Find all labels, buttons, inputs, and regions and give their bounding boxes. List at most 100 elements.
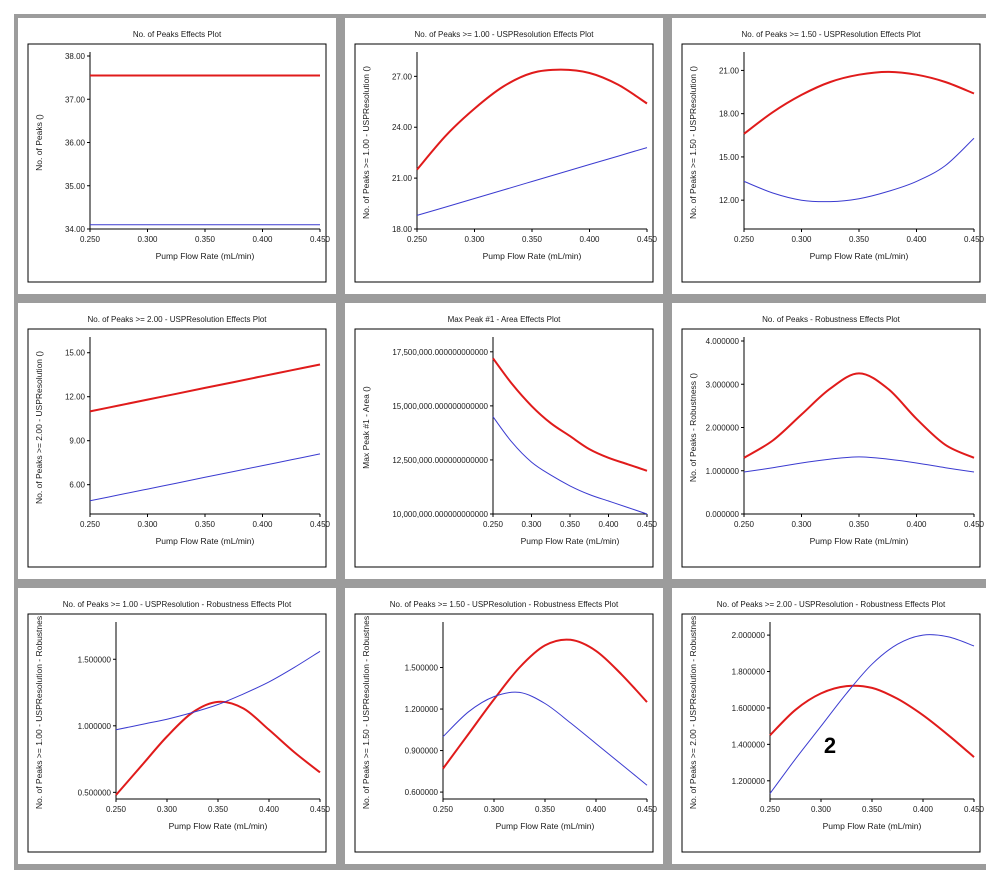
y-tick-label: 17,500,000.000000000000 [392, 348, 488, 357]
chart-panel-8: No. of Peaks >= 1.50 - USPResolution - R… [345, 588, 663, 864]
y-tick-label: 15.00 [719, 153, 740, 162]
y-axis-label: No. of Peaks - Robustness () [688, 373, 698, 482]
x-tick-label: 0.250 [80, 235, 101, 244]
plot-frame [681, 43, 981, 283]
y-tick-label: 4.000000 [706, 337, 740, 346]
chart-svg: Max Peak #1 - Area Effects Plot 0.250 0.30… [354, 315, 658, 568]
y-tick-label: 12,500,000.000000000000 [392, 456, 488, 465]
series-line-blue [115, 650, 321, 731]
y-tick-label: 0.500000 [78, 788, 112, 797]
chart-svg: No. of Peaks - Robustness Effects Plot 0.… [681, 315, 985, 568]
series-line-red [492, 357, 648, 472]
y-tick-label: 21.00 [392, 174, 413, 183]
y-tick-label: 1.600000 [732, 704, 766, 713]
x-axis-label: Pump Flow Rate (mL/min) [169, 821, 268, 831]
chart-panel-6: No. of Peaks - Robustness Effects Plot 0.… [672, 303, 990, 579]
x-tick-label: 0.400 [598, 520, 619, 529]
x-tick-label: 0.450 [964, 520, 985, 529]
series-line-blue [442, 691, 648, 786]
series-line-red [743, 372, 975, 459]
chart-title: No. of Peaks >= 2.00 - USPResolution - R… [717, 600, 946, 609]
x-axis-label: Pump Flow Rate (mL/min) [156, 251, 255, 261]
chart-panel-1: No. of Peaks Effects Plot 0.250 0.300 0.350… [18, 18, 336, 294]
x-axis-label: Pump Flow Rate (mL/min) [521, 536, 620, 546]
chart-svg: No. of Peaks >= 1.00 - USPResolution - R… [27, 600, 331, 853]
y-tick-label: 1.800000 [732, 668, 766, 677]
y-tick-label: 0.600000 [405, 788, 439, 797]
x-tick-label: 0.450 [964, 235, 985, 244]
x-tick-label: 0.250 [734, 235, 755, 244]
x-tick-label: 0.350 [208, 805, 229, 814]
y-axis-label: No. of Peaks >= 1.50 - USPResolution - R… [361, 616, 371, 809]
chart-panel-7: No. of Peaks >= 1.00 - USPResolution - R… [18, 588, 336, 864]
series-line-red [769, 684, 975, 758]
chart-title: No. of Peaks >= 2.00 - USPResolution Eff… [87, 315, 267, 324]
x-tick-label: 0.400 [913, 805, 934, 814]
y-tick-label: 27.00 [392, 72, 413, 81]
series-line-blue [743, 137, 975, 203]
x-tick-label: 0.450 [310, 520, 331, 529]
x-tick-label: 0.300 [157, 805, 178, 814]
y-axis-label: No. of Peaks >= 2.00 - USPResolution - R… [688, 616, 698, 809]
y-tick-label: 3.000000 [706, 380, 740, 389]
x-tick-label: 0.350 [195, 235, 216, 244]
plot-frame [681, 328, 981, 568]
y-tick-label: 1.200000 [732, 777, 766, 786]
y-tick-label: 1.000000 [706, 467, 740, 476]
y-tick-label: 1.000000 [78, 722, 112, 731]
y-tick-label: 1.200000 [405, 705, 439, 714]
plot-frame [681, 613, 981, 853]
x-tick-label: 0.350 [522, 235, 543, 244]
x-tick-label: 0.400 [252, 520, 273, 529]
chart-panel-9: No. of Peaks >= 2.00 - USPResolution - R… [672, 588, 990, 864]
x-tick-label: 0.350 [195, 520, 216, 529]
annotation-label: 2 [824, 733, 836, 758]
plot-frame [354, 328, 654, 568]
x-tick-label: 0.350 [560, 520, 581, 529]
x-tick-label: 0.400 [579, 235, 600, 244]
chart-svg: No. of Peaks >= 2.00 - USPResolution - R… [681, 600, 985, 853]
y-tick-label: 21.00 [719, 66, 740, 75]
chart-title: Max Peak #1 - Area Effects Plot [448, 315, 562, 324]
x-axis-label: Pump Flow Rate (mL/min) [496, 821, 595, 831]
x-tick-label: 0.350 [849, 235, 870, 244]
chart-svg: No. of Peaks >= 1.50 - USPResolution Eff… [681, 30, 985, 283]
x-tick-label: 0.350 [862, 805, 883, 814]
series-line-red [89, 363, 321, 413]
x-tick-label: 0.250 [407, 235, 428, 244]
chart-svg: No. of Peaks Effects Plot 0.250 0.300 0.350… [27, 30, 331, 283]
x-tick-label: 0.300 [791, 235, 812, 244]
x-tick-label: 0.250 [106, 805, 127, 814]
series-line-blue [89, 453, 321, 502]
y-tick-label: 36.00 [65, 139, 86, 148]
y-tick-label: 38.00 [65, 52, 86, 61]
x-tick-label: 0.350 [849, 520, 870, 529]
x-tick-label: 0.450 [310, 235, 331, 244]
y-axis-label: No. of Peaks >= 2.00 - USPResolution () [34, 351, 44, 504]
chart-panel-3: No. of Peaks >= 1.50 - USPResolution Eff… [672, 18, 990, 294]
chart-panel-4: No. of Peaks >= 2.00 - USPResolution Eff… [18, 303, 336, 579]
series-line-red [416, 68, 648, 171]
x-tick-label: 0.400 [259, 805, 280, 814]
series-line-red [442, 638, 648, 770]
x-axis-label: Pump Flow Rate (mL/min) [810, 536, 909, 546]
x-axis-label: Pump Flow Rate (mL/min) [483, 251, 582, 261]
chart-title: No. of Peaks Effects Plot [133, 30, 222, 39]
chart-svg: No. of Peaks >= 1.50 - USPResolution - R… [354, 600, 658, 853]
x-tick-label: 0.450 [637, 520, 658, 529]
x-tick-label: 0.400 [586, 805, 607, 814]
chart-title: No. of Peaks >= 1.00 - USPResolution Eff… [414, 30, 594, 39]
x-tick-label: 0.300 [464, 235, 485, 244]
chart-title: No. of Peaks >= 1.00 - USPResolution - R… [63, 600, 292, 609]
x-tick-label: 0.300 [811, 805, 832, 814]
x-tick-label: 0.250 [433, 805, 454, 814]
y-axis-label: No. of Peaks >= 1.00 - USPResolution () [361, 66, 371, 219]
x-axis-label: Pump Flow Rate (mL/min) [823, 821, 922, 831]
x-tick-label: 0.450 [964, 805, 985, 814]
x-tick-label: 0.300 [791, 520, 812, 529]
x-tick-label: 0.450 [637, 805, 658, 814]
y-tick-label: 10,000,000.000000000000 [392, 510, 488, 519]
plot-frame [27, 43, 327, 283]
x-tick-label: 0.400 [906, 235, 927, 244]
y-axis-label: No. of Peaks >= 1.00 - USPResolution - R… [34, 616, 44, 809]
